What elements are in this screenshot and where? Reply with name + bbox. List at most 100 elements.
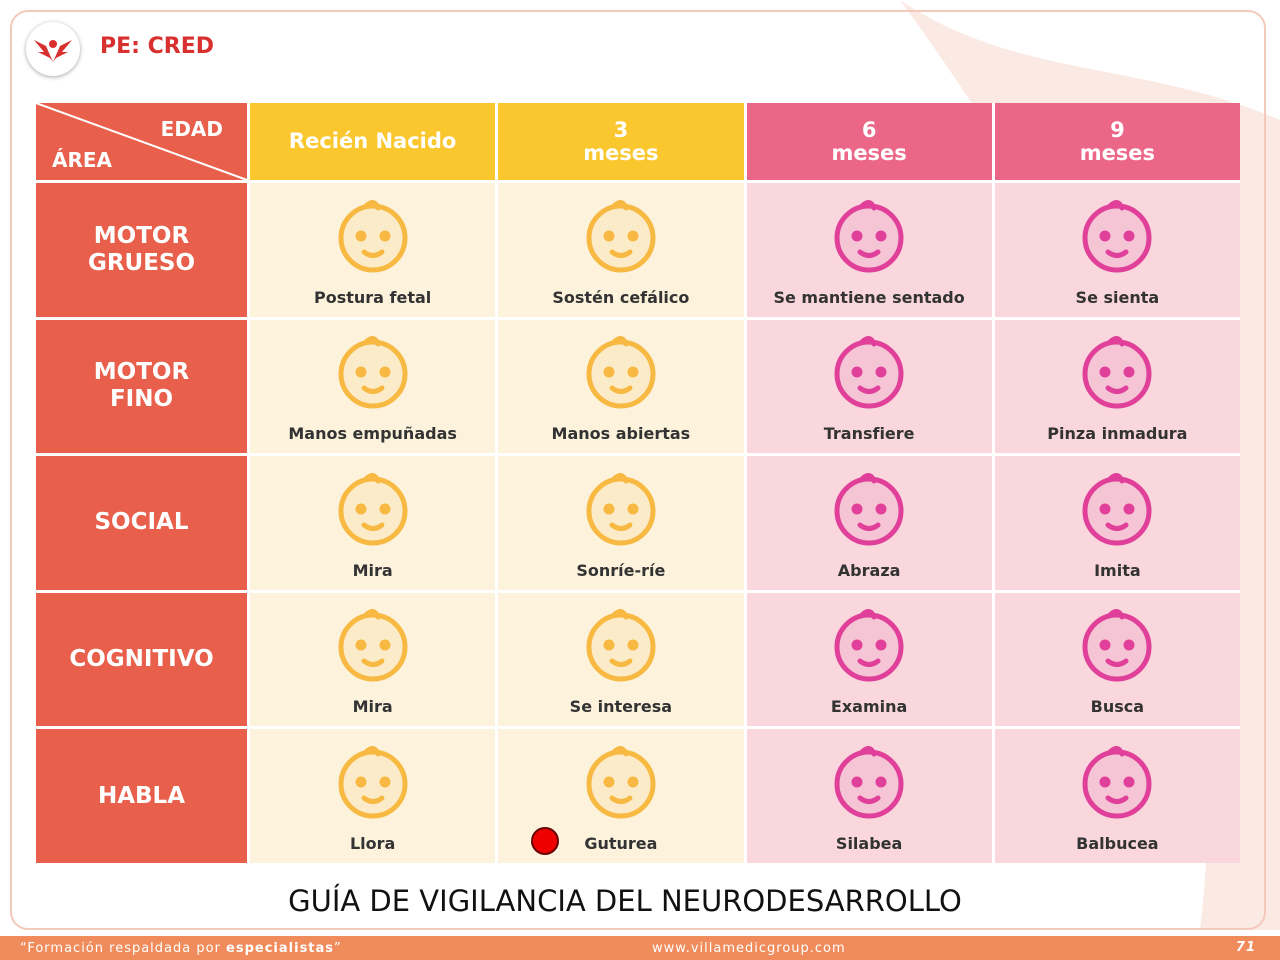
caption: GUÍA DE VIGILANCIA DEL NEURODESARROLLO [288,884,962,918]
cell-label: Silabea [835,834,903,853]
baby-icon [586,472,656,546]
cell-label: Guturea [584,834,658,853]
table-cell: Llora [250,729,496,863]
baby-icon [338,336,408,409]
baby-icon [1082,472,1152,546]
logo [26,22,80,76]
cell-label: Mira [352,560,393,580]
table-cell: Sonríe-ríe [498,456,744,590]
cell-label: Se mantiene sentado [773,287,965,307]
area-line: COGNITIVO [69,646,214,673]
table-cell: Busca [994,592,1240,727]
header-line: meses [583,140,659,165]
table-cell: Examina [746,592,992,727]
cell-label: Imita [1094,560,1141,580]
area-label: MOTOR FINO [36,319,247,454]
area-line: SOCIAL [94,509,189,536]
table-cell: Se mantiene sentado [746,183,992,317]
corner-top: EDAD [160,117,223,141]
header-line: 9 [1110,117,1125,142]
footer-tagline: “Formación respaldada por especialistas” [20,941,342,956]
corner-diagonal [36,103,247,180]
table-cell: Postura fetal [250,183,496,317]
frame [10,10,1266,930]
cell-label: Pinza inmadura [1047,424,1188,444]
tagline-part: ” [334,941,342,956]
baby-icon [1082,199,1152,273]
cell-label: Transfiere [823,424,915,444]
footer: “Formación respaldada por especialistas”… [0,936,1280,960]
baby-icon [338,472,408,546]
logo-icon [34,40,72,62]
cell-label: Se sienta [1075,287,1160,307]
table-cell: Mira [250,592,496,727]
cell-label: Manos empuñadas [288,424,457,444]
tagline-part: “Formación respaldada por [20,941,227,956]
area-line: MOTOR [93,222,190,249]
baby-icon [1082,609,1152,682]
table-cell: Balbucea [994,729,1240,863]
cell-label: Manos abiertas [551,424,691,444]
header-line: Recién Nacido [288,129,457,153]
baby-icon [338,609,408,682]
pointer-dot [531,827,559,855]
header-line: 6 [861,117,877,142]
area-label: SOCIAL [36,456,247,590]
table-cell: Transfiere [746,319,992,454]
table-cell: Abraza [746,456,992,590]
baby-icon [834,609,904,682]
baby-icon [834,746,904,819]
header-line: meses [1079,140,1156,165]
page-number: 71 [1235,940,1256,955]
cell-label: Examina [830,697,908,717]
cell-label: Postura fetal [313,287,432,307]
cell-label: Se interesa [569,697,673,717]
baby-icon [586,746,656,819]
area-label: MOTOR GRUESO [36,183,247,317]
cell-label: Sonríe-ríe [576,560,666,580]
column-header: Recién Nacido [250,103,496,180]
area-label: HABLA [36,729,247,863]
table-cell: Se interesa [498,592,744,727]
table-cell: Se sienta [994,183,1240,317]
column-header: 9 meses [994,103,1240,180]
baby-icon [834,199,904,273]
corner-cell: EDAD ÁREA [36,103,247,180]
table-cell: Sostén cefálico [498,183,744,317]
header-line: meses [831,140,907,165]
area-line: FINO [109,386,174,413]
cell-label: Sostén cefálico [552,287,690,307]
cell-label: Balbucea [1076,834,1159,853]
footer-website: www.villamedicgroup.com [652,941,846,956]
header-line: 3 [613,117,629,142]
area-line: HABLA [97,782,186,809]
baby-icon [586,609,656,682]
area-line: GRUESO [87,249,196,276]
table-cell: Imita [994,456,1240,590]
tagline-bold: especialistas [226,941,335,956]
corner-bottom: ÁREA [52,148,113,172]
cell-label: Busca [1090,697,1145,717]
area-label: COGNITIVO [36,592,247,727]
table-cell: Pinza inmadura [994,319,1240,454]
baby-icon [338,746,408,819]
area-line: MOTOR [93,359,190,386]
table-cell: Manos abiertas [498,319,744,454]
baby-icon [338,199,408,273]
baby-icon [1082,336,1152,409]
table-cell: Silabea [746,729,992,863]
baby-icon [1082,746,1152,819]
baby-icon [834,336,904,409]
column-header: 3 meses [498,103,744,180]
table-cell: Manos empuñadas [250,319,496,454]
header-title: PE: CRED [100,34,214,59]
baby-icon [586,199,656,273]
table-cell: Mira [250,456,496,590]
baby-icon [586,336,656,409]
cell-label: Llora [349,834,396,853]
column-header: 6 meses [746,103,992,180]
baby-icon [834,472,904,546]
cell-label: Abraza [837,560,901,580]
cell-label: Mira [352,697,393,717]
